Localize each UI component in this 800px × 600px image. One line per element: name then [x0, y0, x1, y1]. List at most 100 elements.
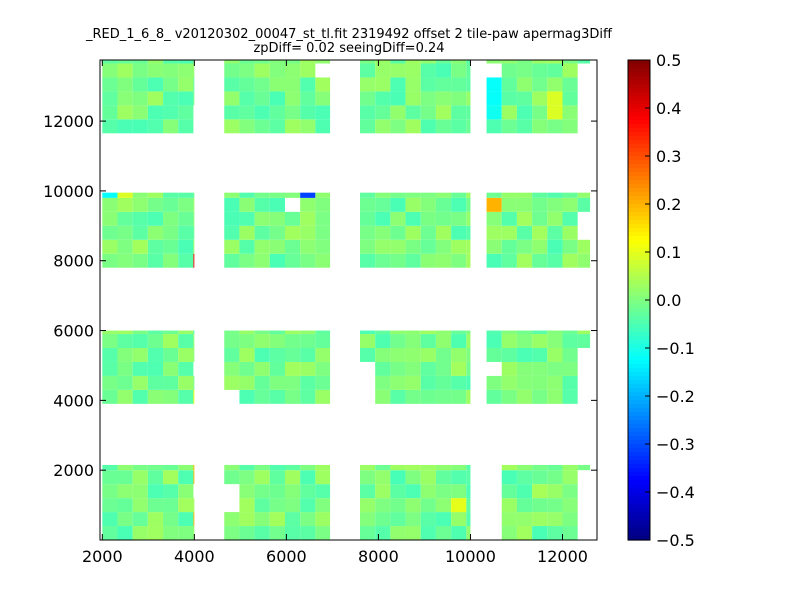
heatmap-cell	[435, 105, 452, 120]
heatmap-cell	[390, 330, 406, 335]
heatmap-cell	[284, 389, 301, 404]
heatmap-cell	[405, 211, 421, 226]
heatmap-cell	[360, 225, 376, 240]
colorbar-segment	[628, 408, 650, 413]
heatmap-cell	[193, 197, 195, 212]
heatmap-cell	[117, 253, 133, 268]
colorbar-segment	[628, 440, 650, 445]
heatmap-cell	[547, 253, 563, 268]
heatmap-cell	[420, 526, 436, 540]
heatmap-cell	[178, 375, 194, 390]
heatmap-cell	[375, 239, 391, 254]
heatmap-cell	[420, 105, 436, 120]
heatmap-cell	[117, 389, 133, 404]
heatmap-cell	[420, 470, 436, 485]
heatmap-cell	[547, 484, 563, 499]
heatmap-cell	[102, 105, 118, 120]
heatmap-cell	[405, 253, 421, 268]
heatmap-cell	[466, 484, 471, 499]
colorbar-tick-label: −0.4	[656, 483, 695, 502]
heatmap-cell	[451, 389, 467, 404]
colorbar-segment	[628, 328, 650, 333]
heatmap-cell	[147, 526, 164, 540]
heatmap-cell	[300, 334, 316, 348]
heatmap-cell	[193, 526, 195, 540]
heatmap-cell	[163, 348, 179, 362]
heatmap-cell	[516, 498, 533, 513]
colorbar-segment	[628, 268, 650, 273]
heatmap-cell	[117, 330, 133, 335]
heatmap-cell	[102, 464, 118, 471]
heatmap-cell	[466, 348, 471, 362]
heatmap-cell	[577, 239, 591, 254]
colorbar-segment	[628, 260, 650, 265]
heatmap-cell	[420, 211, 436, 226]
heatmap-cell	[375, 197, 391, 212]
heatmap-cell	[315, 91, 331, 106]
heatmap-cell	[466, 225, 471, 240]
heatmap-cell	[132, 197, 148, 212]
heatmap-cell	[532, 91, 548, 106]
heatmap-cell	[132, 361, 148, 376]
colorbar-segment	[628, 456, 650, 461]
heatmap-cell	[516, 63, 533, 78]
heatmap-cell	[516, 239, 533, 254]
heatmap-cell	[239, 105, 255, 120]
heatmap-cell	[178, 60, 194, 64]
heatmap-cell	[315, 239, 331, 254]
heatmap-cell	[269, 239, 285, 254]
heatmap-cell	[547, 119, 563, 134]
colorbar-segment	[628, 368, 650, 373]
heatmap-cell	[254, 253, 270, 268]
colorbar-segment	[628, 228, 650, 233]
y-tick-label: 4000	[53, 391, 94, 410]
heatmap-cell	[390, 192, 406, 198]
heatmap-cell	[375, 361, 391, 376]
heatmap-cell	[117, 361, 133, 376]
heatmap-cell	[375, 470, 391, 485]
heatmap-cell	[532, 253, 548, 268]
heatmap-cell	[163, 330, 179, 335]
heatmap-cell	[466, 77, 471, 92]
heatmap-cell	[163, 512, 179, 527]
colorbar-segment	[628, 192, 650, 197]
heatmap-cell	[435, 464, 452, 471]
heatmap-cell	[102, 361, 118, 376]
heatmap-cell	[147, 375, 164, 390]
heatmap-cell	[390, 334, 406, 348]
heatmap-cell	[516, 119, 533, 134]
colorbar-segment	[628, 532, 650, 537]
heatmap-cell	[132, 63, 148, 78]
heatmap-cell	[451, 330, 467, 335]
heatmap-cell	[284, 512, 301, 527]
heatmap-cell	[117, 105, 133, 120]
heatmap-cell	[547, 389, 563, 404]
colorbar-segment	[628, 296, 650, 301]
heatmap-cell	[360, 512, 376, 527]
heatmap-cell	[102, 211, 118, 226]
heatmap-cell	[254, 239, 270, 254]
heatmap-cell	[451, 361, 467, 376]
heatmap-cell	[239, 498, 255, 513]
heatmap-cell	[300, 512, 316, 527]
heatmap-cell	[466, 375, 471, 390]
heatmap-cell	[390, 63, 406, 78]
heatmap-cell	[315, 105, 331, 120]
heatmap-cell	[435, 211, 452, 226]
heatmap-cell	[117, 348, 133, 362]
heatmap-cell	[486, 389, 502, 404]
heatmap-cell	[486, 330, 502, 335]
heatmap-cell	[451, 63, 467, 78]
heatmap-cell	[117, 91, 133, 106]
heatmap-cell	[375, 389, 391, 404]
heatmap-cell	[315, 526, 331, 540]
heatmap-cell	[132, 105, 148, 120]
heatmap-cell	[375, 60, 391, 64]
heatmap-cell	[516, 375, 533, 390]
heatmap-cell	[117, 192, 133, 198]
heatmap-cell	[254, 464, 270, 471]
heatmap-cell	[239, 197, 255, 212]
heatmap-cell	[284, 348, 301, 362]
heatmap-cell	[315, 464, 331, 471]
